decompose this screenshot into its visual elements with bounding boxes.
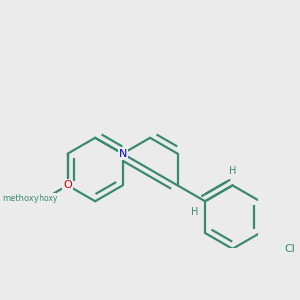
Text: Cl: Cl (284, 244, 296, 254)
Text: H: H (229, 166, 236, 176)
Text: N: N (118, 149, 127, 159)
Text: methoxy: methoxy (3, 194, 40, 202)
Text: O: O (63, 180, 72, 190)
Text: methoxy: methoxy (24, 194, 58, 202)
Text: H: H (191, 207, 198, 217)
